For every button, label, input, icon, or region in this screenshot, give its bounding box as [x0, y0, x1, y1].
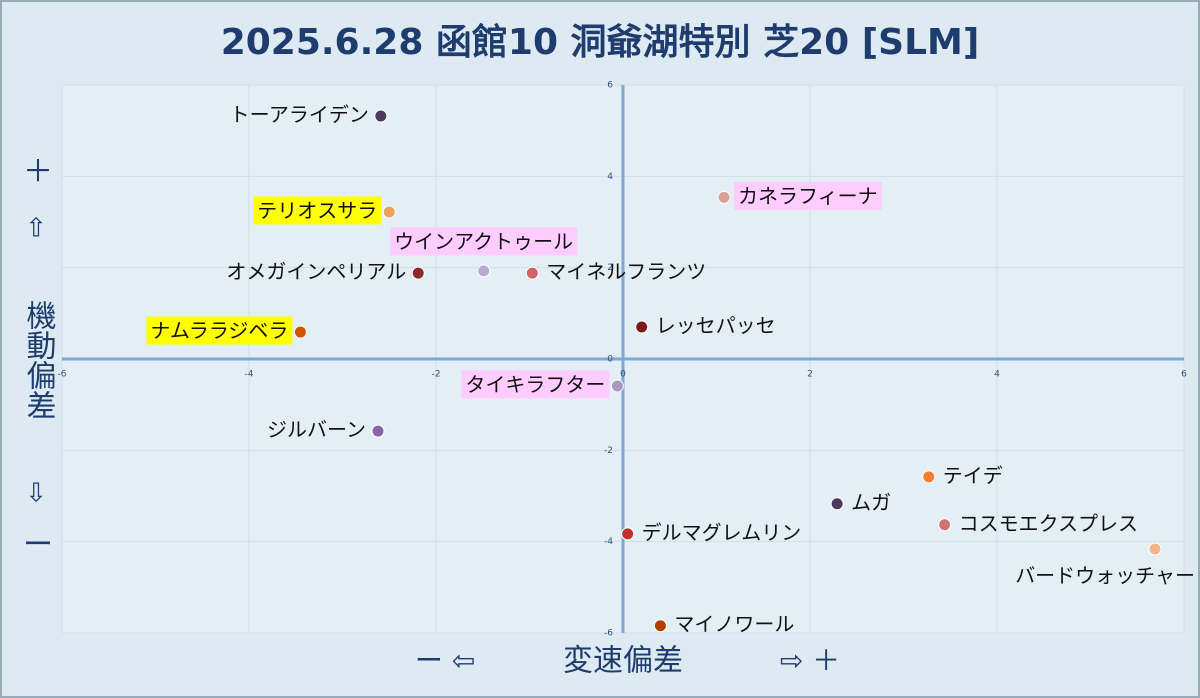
point [382, 205, 396, 219]
point-label: ウインアクトゥール [394, 229, 573, 253]
y-tick-label: 2 [607, 263, 613, 273]
point [938, 518, 952, 532]
point [621, 527, 635, 541]
x-tick-label: 0 [620, 370, 626, 380]
point-label: レッセパッセ [656, 314, 776, 338]
x-tick-label: 4 [994, 370, 1000, 380]
label-highlight [733, 181, 882, 210]
y-hint-bottom: ⇩ [25, 479, 47, 509]
point [525, 266, 539, 280]
point-label: デルマグレムリン [642, 520, 802, 544]
point-label: テイデ [943, 463, 1003, 487]
point [374, 109, 388, 123]
point [411, 266, 425, 280]
y-hint-top: ＋ [23, 155, 53, 190]
y-hint-top: ⇧ [25, 214, 47, 244]
y-tick-label: -4 [604, 537, 613, 547]
point-label: バードウォッチャー [1015, 563, 1195, 587]
point [371, 424, 385, 438]
point-label: オメガインペリアル [226, 260, 406, 284]
x-tick-label: 2 [807, 370, 813, 380]
point-label: カネラフィーナ [738, 184, 878, 208]
x-tick-label: -6 [58, 370, 67, 380]
y-tick-label: 6 [607, 81, 613, 91]
point [477, 264, 491, 278]
chart-title: 2025.6.28 函館10 洞爺湖特別 芝20 [SLM] [221, 21, 980, 63]
x-tick-label: -4 [245, 370, 254, 380]
label-highlight [461, 370, 610, 399]
point [830, 497, 844, 511]
point [1148, 542, 1162, 556]
y-axis-label: 機動偏差 [21, 300, 57, 420]
point-label: コスモエクスプレス [959, 511, 1138, 535]
label-highlight [146, 316, 293, 345]
x-axis-label: 変速偏差 [563, 644, 683, 679]
point-label: タイキラフター [465, 372, 605, 396]
point [635, 320, 649, 334]
y-tick-label: 0 [607, 355, 613, 365]
x-hint-right: ⇨ ＋ [780, 644, 840, 677]
point-label: ナムララジベラ [150, 319, 288, 343]
y-tick-label: 4 [607, 172, 613, 182]
y-hint-bottom: ー [23, 528, 53, 563]
point [922, 470, 936, 484]
point-label: テリオスサラ [257, 198, 377, 222]
point-label: トーアライデン [230, 103, 369, 127]
point-label: ジルバーン [267, 418, 366, 442]
point-label: マイノワール [674, 612, 794, 636]
x-tick-label: -2 [432, 370, 441, 380]
point [610, 379, 624, 393]
point-label: マイネルフランツ [546, 260, 706, 284]
y-tick-label: -2 [604, 446, 613, 456]
x-hint-left: ー ⇦ [415, 644, 475, 677]
point [717, 190, 731, 204]
x-tick-label: 6 [1181, 370, 1187, 380]
point [653, 619, 667, 633]
point [293, 325, 307, 339]
point-label: ムガ [851, 490, 891, 514]
label-highlight [390, 227, 578, 256]
y-tick-label: -6 [604, 629, 613, 639]
label-highlight [253, 196, 382, 225]
